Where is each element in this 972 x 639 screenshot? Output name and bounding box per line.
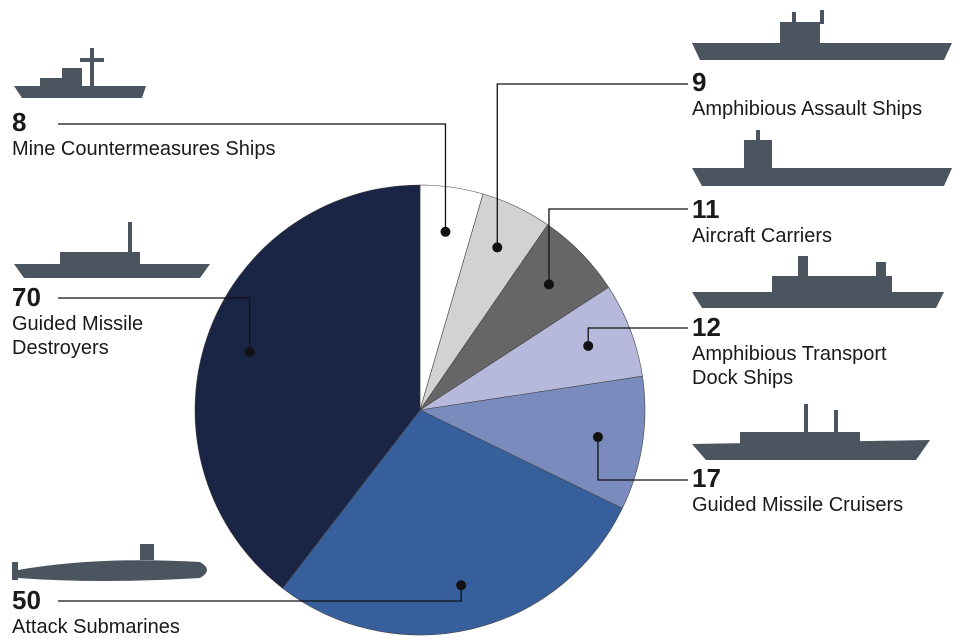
value-label: 9 xyxy=(692,67,707,97)
leader-dot xyxy=(244,346,255,357)
ship-icon xyxy=(692,10,952,60)
leader-dot xyxy=(543,279,554,290)
value-label: 8 xyxy=(12,107,27,137)
value-label: 17 xyxy=(692,463,721,493)
leader-dot xyxy=(583,340,594,351)
category-label: Aircraft Carriers xyxy=(692,225,833,247)
value-label: 11 xyxy=(692,194,720,224)
leader-dot xyxy=(492,242,503,253)
category-label: Guided Missile Destroyers xyxy=(12,313,144,359)
category-label: Mine Countermeasures Ships xyxy=(12,138,276,160)
category-label: Amphibious Assault Ships xyxy=(692,98,923,120)
pie-slice xyxy=(194,184,421,589)
ship-icon xyxy=(14,222,210,278)
leader-line xyxy=(58,123,447,232)
leader-dot xyxy=(456,580,467,591)
leader-line xyxy=(58,297,251,352)
category-label: Guided Missile Cruisers xyxy=(692,494,904,516)
pie-slice xyxy=(419,375,646,509)
ship-icon xyxy=(12,544,207,581)
value-label: 50 xyxy=(12,585,41,615)
leader-line xyxy=(496,83,688,248)
leader-dot xyxy=(592,432,603,443)
category-label: Attack Submarines xyxy=(12,616,180,638)
ship-icon xyxy=(692,404,930,460)
pie-slice xyxy=(282,409,623,636)
ship-icons xyxy=(12,10,952,581)
leader-line xyxy=(587,327,688,346)
value-label: 70 xyxy=(12,282,41,312)
value-label: 12 xyxy=(692,312,721,342)
leader-line xyxy=(548,208,688,285)
ship-icon xyxy=(692,256,944,308)
ship-icon xyxy=(14,48,146,98)
leader-dot xyxy=(440,226,451,237)
category-label: Amphibious Transport Dock Ships xyxy=(692,343,887,389)
leader-line xyxy=(597,437,688,481)
ship-icon xyxy=(692,130,952,186)
leader-line xyxy=(58,585,462,602)
